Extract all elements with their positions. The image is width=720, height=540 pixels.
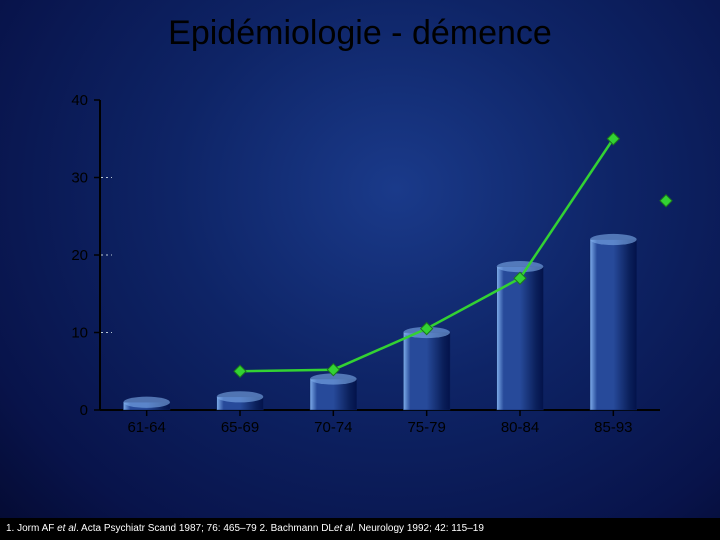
line-marker [660,195,672,207]
y-tick-label: 30 [71,170,88,187]
chart-area: 0 10 20 30 40 61-64 65-69 70-74 75-79 80-84 85-93 [40,80,680,460]
y-tick-label: 0 [80,402,88,419]
bar-top [497,261,544,272]
x-tick-label: 70-74 [314,419,352,436]
bar-top [590,234,637,245]
citation-1-em: et al [57,523,76,534]
bar [403,333,450,411]
citation-1-prefix: 1. Jorm AF [6,523,57,534]
x-tick-label: 85-93 [594,419,632,436]
chart-svg: 0 10 20 30 40 61-64 65-69 70-74 75-79 80-84 85-93 [40,80,680,460]
y-tick-label: 10 [71,325,88,342]
y-tick-label: 40 [71,92,88,109]
y-tick-label: 20 [71,247,88,264]
x-tick-label: 80-84 [501,419,539,436]
page-title: Epidémiologie - démence [0,14,720,53]
citation-2-prefix: 2. Bachmann DL [260,523,335,534]
citation-2-rest: . Neurology 1992; 42: 115–19 [353,523,484,534]
bar-top [217,391,264,402]
citation-2-em: et al [334,523,353,534]
x-tick-label: 65-69 [221,419,259,436]
citation-1-rest: . Acta Psychiatr Scand 1987; 76: 465–79 [76,523,257,534]
bar [590,240,637,411]
bar-top [123,397,170,408]
x-tick-label: 61-64 [127,419,165,436]
line-marker [234,365,246,377]
x-tick-label: 75-79 [407,419,445,436]
citation-bar: 1. Jorm AF et al. Acta Psychiatr Scand 1… [0,518,720,540]
